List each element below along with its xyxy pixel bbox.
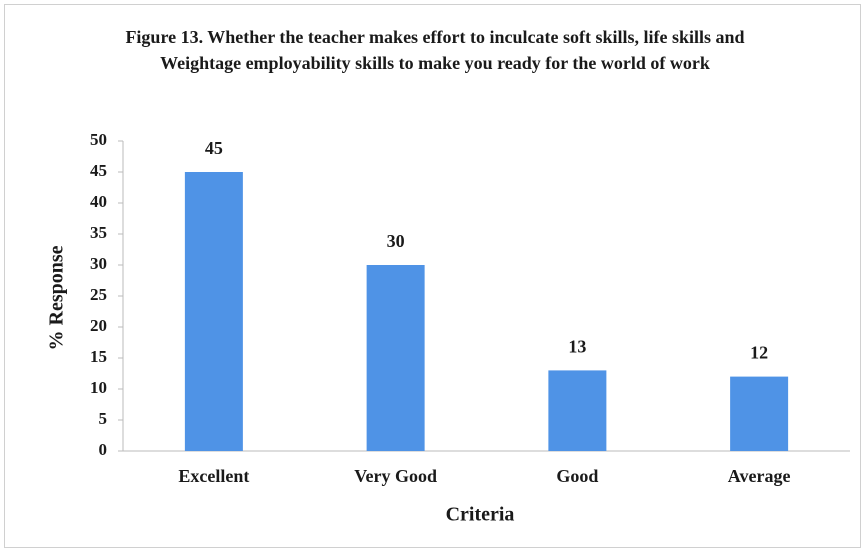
y-tick-label: 25: [90, 285, 107, 304]
x-tick-label: Average: [728, 466, 791, 486]
y-tick-label: 15: [90, 347, 107, 366]
chart-title: Figure 13. Whether the teacher makes eff…: [125, 27, 745, 73]
bar: [184, 172, 243, 451]
data-label: 30: [387, 231, 405, 251]
x-axis-label: Criteria: [446, 504, 515, 526]
data-label: 13: [568, 337, 586, 357]
y-axis-label: % Response: [46, 245, 68, 350]
y-tick-label: 45: [90, 161, 107, 180]
x-tick-label: Good: [556, 466, 598, 486]
y-tick-label: 50: [90, 130, 107, 149]
bar: [366, 265, 425, 451]
x-tick-label: Excellent: [178, 466, 249, 486]
y-tick-label: 10: [90, 378, 107, 397]
y-tick-label: 0: [99, 440, 108, 459]
y-tick-label: 35: [90, 223, 107, 242]
y-tick-label: 30: [90, 254, 107, 273]
y-tick-label: 5: [99, 409, 108, 428]
chart-frame: [4, 4, 861, 548]
y-tick-label: 20: [90, 316, 107, 335]
x-tick-label: Very Good: [354, 466, 437, 486]
data-label: 45: [205, 138, 223, 158]
bar: [548, 370, 607, 451]
bar: [730, 376, 789, 451]
y-tick-label: 40: [90, 192, 107, 211]
data-label: 12: [750, 343, 768, 363]
